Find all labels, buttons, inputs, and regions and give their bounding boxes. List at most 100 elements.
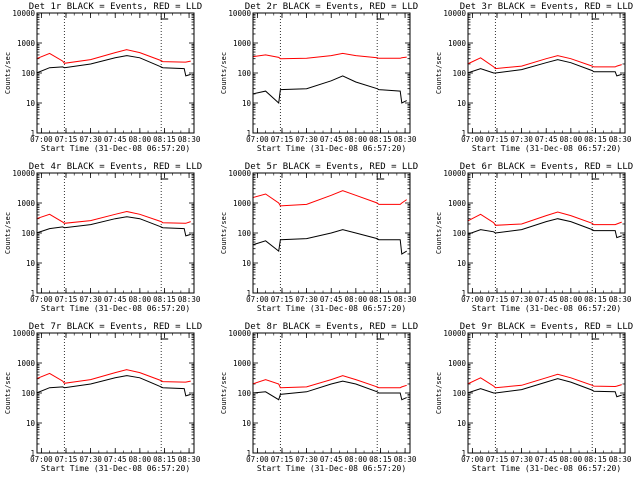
top-marker [376, 13, 385, 20]
y-tick-label: 1000 [17, 199, 36, 208]
x-tick-label: 07:00 [461, 135, 484, 144]
plot-frame [252, 172, 411, 294]
top-marker [160, 13, 169, 20]
x-tick-label: 07:15 [55, 295, 78, 304]
y-axis-label: Counts/sec [4, 212, 12, 254]
x-tick-label: 07:00 [246, 455, 269, 464]
y-tick-label: 100 [452, 229, 466, 238]
y-tick-label: 10000 [443, 9, 466, 18]
series-events-line [467, 59, 622, 77]
chart-title: Det 7r BLACK = Events, RED = LLD [29, 322, 202, 332]
x-axis-label: Start Time (31-Dec-08 06:57:20) [257, 144, 406, 153]
series-events-line [252, 229, 407, 255]
x-tick-label: 08:15 [584, 295, 607, 304]
x-tick-label: 07:00 [30, 295, 53, 304]
plot-frame [252, 332, 411, 454]
y-axis-label: Counts/sec [4, 372, 12, 414]
y-tick-label: 10000 [228, 9, 251, 18]
y-axis-label: Counts/sec [435, 52, 443, 94]
y-tick-label: 100 [237, 229, 251, 238]
x-tick-label: 08:00 [345, 295, 368, 304]
x-tick-label: 07:45 [104, 295, 127, 304]
y-tick-label: 10 [26, 259, 36, 268]
y-tick-label: 1 [461, 129, 466, 138]
x-tick-label: 07:15 [486, 295, 509, 304]
series-lld-line [36, 49, 191, 64]
x-tick-label: 07:15 [486, 135, 509, 144]
x-tick-label: 08:00 [345, 135, 368, 144]
x-tick-label: 07:15 [55, 455, 78, 464]
chart-title: Det 3r BLACK = Events, RED = LLD [460, 2, 633, 12]
chart-title: Det 9r BLACK = Events, RED = LLD [460, 322, 633, 332]
x-tick-label: 07:00 [30, 135, 53, 144]
y-tick-label: 1000 [448, 359, 467, 368]
y-tick-label: 10000 [443, 329, 466, 338]
x-tick-label: 07:30 [295, 295, 318, 304]
x-tick-label: 07:30 [510, 135, 533, 144]
y-tick-label: 1000 [17, 39, 36, 48]
y-tick-label: 10 [457, 419, 467, 428]
x-tick-label: 07:45 [535, 135, 558, 144]
x-tick-label: 07:45 [104, 135, 127, 144]
series-events-line [467, 218, 622, 239]
x-tick-label: 07:15 [271, 135, 294, 144]
series-events-line [252, 380, 407, 401]
y-tick-label: 10000 [12, 169, 35, 178]
y-tick-label: 1000 [448, 199, 467, 208]
y-tick-label: 10000 [443, 169, 466, 178]
x-tick-label: 07:45 [535, 295, 558, 304]
top-marker [591, 13, 600, 20]
x-tick-label: 08:15 [584, 135, 607, 144]
x-tick-label: 08:30 [394, 455, 417, 464]
y-tick-label: 1000 [233, 199, 252, 208]
y-tick-label: 10000 [228, 329, 251, 338]
y-tick-label: 100 [237, 389, 251, 398]
y-tick-label: 10 [26, 99, 36, 108]
x-tick-label: 07:15 [271, 295, 294, 304]
x-axis-label: Start Time (31-Dec-08 06:57:20) [41, 464, 190, 473]
chart-title: Det 8r BLACK = Events, RED = LLD [245, 322, 418, 332]
plot-frame [36, 172, 195, 294]
x-tick-label: 08:30 [609, 135, 632, 144]
series-lld-line [252, 375, 407, 389]
chart-panel: Det 2r BLACK = Events, RED = LLD 1 10 100 10… [220, 2, 418, 153]
series-lld-line [252, 190, 407, 207]
chart-panel: Det 8r BLACK = Events, RED = LLD 1 10 100 10… [220, 322, 418, 473]
y-axis-label: Counts/sec [4, 52, 12, 94]
chart-title: Det 4r BLACK = Events, RED = LLD [29, 162, 202, 172]
x-tick-label: 08:15 [153, 455, 176, 464]
y-tick-label: 10 [457, 259, 467, 268]
chart-title: Det 5r BLACK = Events, RED = LLD [245, 162, 418, 172]
y-tick-label: 100 [21, 69, 35, 78]
y-tick-label: 100 [452, 69, 466, 78]
y-tick-label: 10 [242, 99, 252, 108]
x-tick-label: 07:45 [535, 455, 558, 464]
plot-frame [36, 332, 195, 454]
plot-frame [467, 332, 626, 454]
x-tick-label: 08:00 [129, 455, 152, 464]
x-tick-label: 08:00 [560, 135, 583, 144]
x-tick-label: 07:45 [320, 135, 343, 144]
y-tick-label: 100 [21, 229, 35, 238]
x-axis-label: Start Time (31-Dec-08 06:57:20) [257, 304, 406, 313]
x-tick-label: 08:00 [345, 455, 368, 464]
x-tick-label: 07:30 [79, 455, 102, 464]
y-tick-label: 1 [30, 129, 35, 138]
x-axis-label: Start Time (31-Dec-08 06:57:20) [41, 304, 190, 313]
series-events-line [252, 75, 407, 105]
y-tick-label: 1000 [233, 39, 252, 48]
x-tick-label: 07:30 [79, 295, 102, 304]
chart-panel: Det 1r BLACK = Events, RED = LLD 1 10 100 10… [4, 2, 202, 153]
y-axis-label: Counts/sec [220, 372, 228, 414]
x-tick-label: 08:15 [153, 135, 176, 144]
y-tick-label: 1 [30, 289, 35, 298]
x-tick-label: 07:45 [320, 455, 343, 464]
y-tick-label: 1 [461, 289, 466, 298]
series-lld-line [467, 55, 622, 70]
y-tick-label: 100 [21, 389, 35, 398]
x-tick-label: 08:30 [178, 135, 201, 144]
chart-panel: Det 3r BLACK = Events, RED = LLD 1 10 100 10… [435, 2, 633, 153]
plot-frame [467, 172, 626, 294]
x-tick-label: 08:15 [369, 135, 392, 144]
